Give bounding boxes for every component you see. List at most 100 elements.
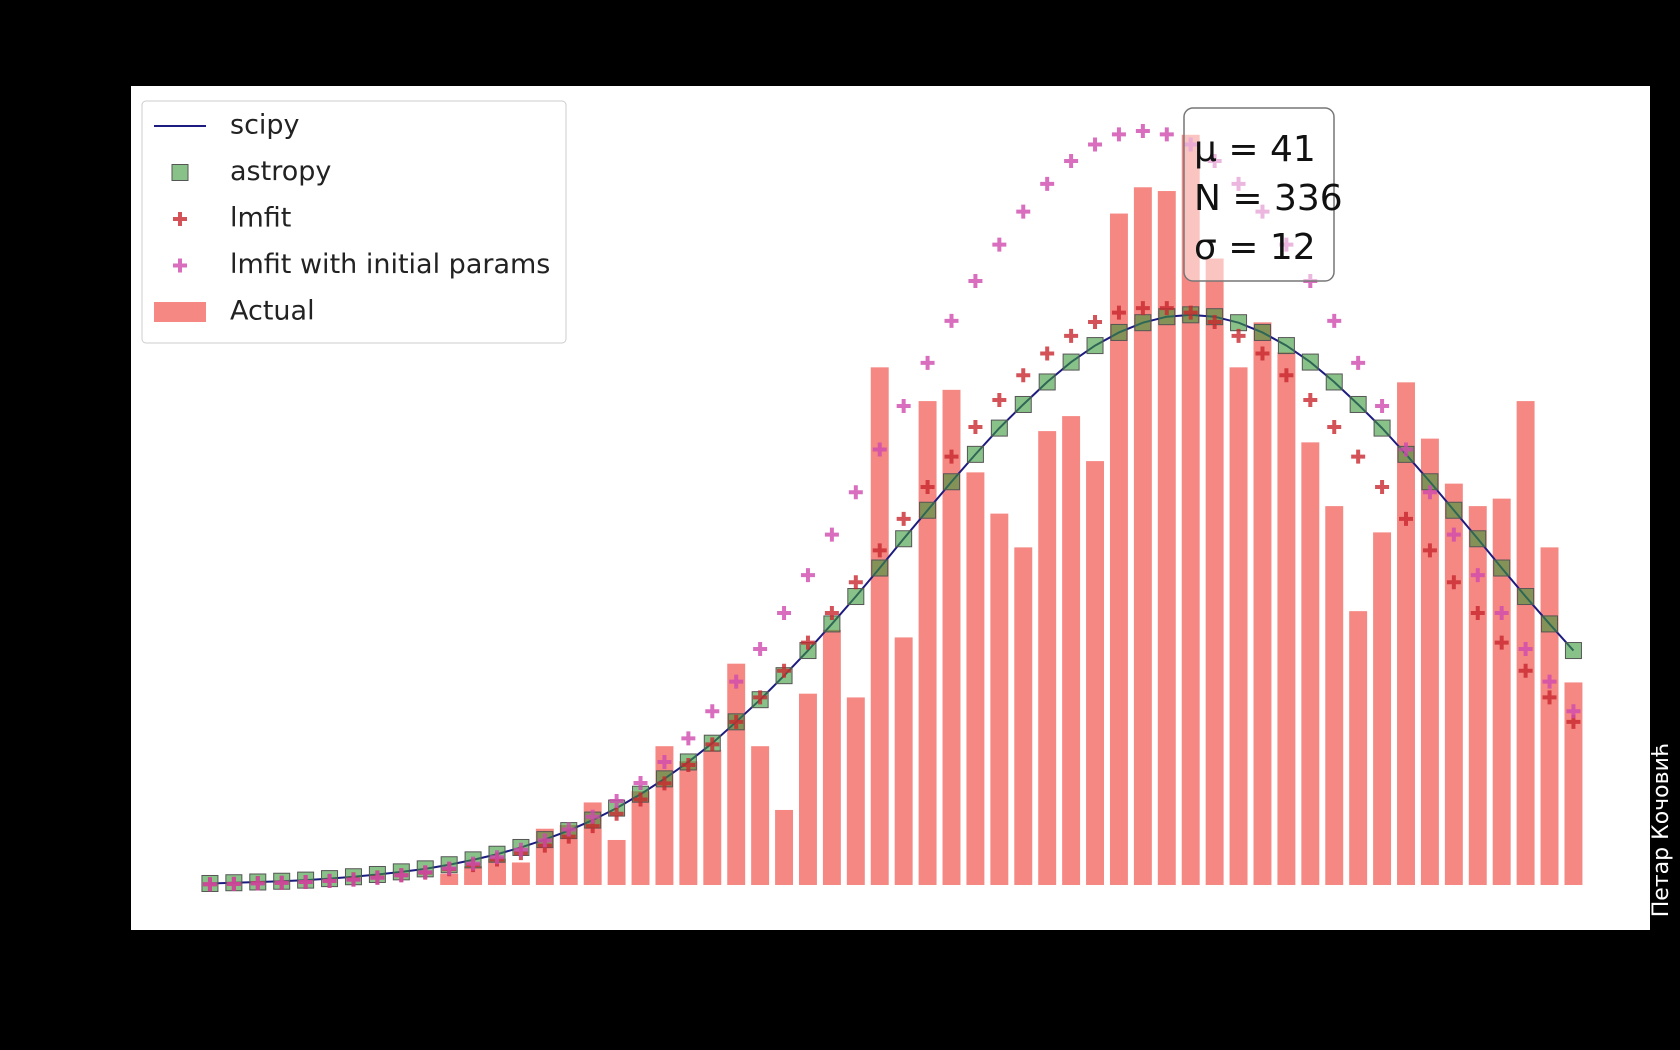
- plus-marker: [1375, 479, 1390, 494]
- square-marker: [1038, 373, 1056, 391]
- bar: [870, 367, 889, 885]
- bar: [607, 839, 626, 885]
- plus-marker: [1040, 176, 1055, 191]
- annotation-text: μ = 41: [1194, 129, 1316, 170]
- bar: [1301, 442, 1320, 885]
- plus-marker: [1327, 419, 1342, 434]
- square-marker: [919, 501, 937, 519]
- plus-marker: [633, 775, 648, 790]
- square-marker: [990, 419, 1008, 437]
- plus-marker: [1016, 204, 1031, 219]
- bar: [1038, 431, 1057, 885]
- plus-marker: [633, 792, 648, 807]
- bar: [1157, 191, 1176, 885]
- bar: [1109, 213, 1128, 885]
- bar: [1253, 322, 1272, 885]
- plus-marker: [848, 485, 863, 500]
- square-marker: [895, 530, 913, 548]
- plus-marker: [346, 872, 361, 887]
- annotation: μ = 41 N = 336 σ = 12: [1183, 107, 1343, 282]
- plus-marker: [298, 874, 313, 889]
- square-marker: [1325, 373, 1343, 391]
- plus-marker: [777, 663, 792, 678]
- plus-marker: [1494, 635, 1509, 650]
- legend-swatch: [173, 212, 187, 226]
- plus-marker: [1422, 543, 1437, 558]
- plus-marker: [1040, 346, 1055, 361]
- square-marker: [1349, 395, 1367, 413]
- plus-marker: [777, 606, 792, 621]
- plus-marker: [1542, 690, 1557, 705]
- square-marker: [1062, 353, 1080, 371]
- plus-marker: [1446, 575, 1461, 590]
- bar: [846, 697, 865, 885]
- plus-marker: [1494, 606, 1509, 621]
- square-marker: [1373, 419, 1391, 437]
- bar: [1205, 258, 1224, 885]
- square-marker: [1014, 395, 1032, 413]
- bar: [1062, 416, 1081, 885]
- bar: [727, 663, 746, 885]
- plus-marker: [800, 635, 815, 650]
- legend: scipy astropy lmfit lmfit with initial para…: [141, 100, 567, 344]
- bar: [822, 629, 841, 885]
- legend-swatch: [154, 302, 206, 322]
- legend-swatch: [173, 258, 187, 273]
- bar: [703, 749, 722, 885]
- bar: [440, 873, 459, 885]
- square-marker: [942, 473, 960, 491]
- bar: [488, 858, 506, 885]
- bar: [1086, 461, 1104, 885]
- plus-marker: [992, 392, 1007, 407]
- plus-marker: [1064, 154, 1079, 169]
- plus-marker: [226, 876, 241, 891]
- plus-marker: [681, 757, 696, 772]
- plus-marker: [1303, 392, 1318, 407]
- bar: [918, 401, 937, 885]
- square-marker: [1230, 314, 1248, 332]
- plus-marker: [1279, 368, 1294, 383]
- bar: [1325, 506, 1344, 885]
- square-marker: [1301, 353, 1319, 371]
- annotation-text: σ = 12: [1194, 227, 1316, 268]
- annotation-text: N = 336: [1194, 178, 1343, 219]
- plus-marker: [1159, 127, 1174, 142]
- plus-marker: [1231, 328, 1246, 343]
- plus-marker: [418, 865, 433, 880]
- square-marker: [966, 445, 984, 463]
- bar: [1564, 682, 1583, 885]
- bar: [1540, 547, 1559, 885]
- plus-marker: [920, 355, 935, 370]
- plus-marker: [1064, 328, 1079, 343]
- bar: [751, 746, 770, 885]
- square-marker: [1564, 642, 1582, 660]
- plus-marker: [753, 690, 768, 705]
- plus-marker: [1470, 606, 1485, 621]
- bar: [1277, 352, 1296, 885]
- bar: [1468, 506, 1487, 885]
- plus-marker: [1399, 442, 1413, 457]
- plus-marker: [537, 833, 552, 848]
- plus-marker: [561, 822, 576, 837]
- plus-marker: [1135, 124, 1150, 139]
- plus-marker: [1422, 485, 1437, 500]
- plus-marker: [370, 870, 385, 885]
- plus-marker: [848, 575, 863, 590]
- bar: [679, 761, 698, 885]
- plus-marker: [202, 877, 217, 892]
- plus-marker: [705, 737, 720, 752]
- legend-label: lmfit: [230, 203, 291, 234]
- plus-marker: [657, 754, 672, 769]
- marks: [201, 124, 1583, 892]
- square-marker: [1445, 501, 1463, 519]
- plus-marker: [872, 442, 887, 457]
- plus-marker: [896, 398, 911, 413]
- plus-marker: [1327, 313, 1342, 328]
- plus-marker: [968, 419, 983, 434]
- plus-marker: [1135, 301, 1150, 316]
- plus-marker: [1159, 301, 1174, 316]
- watermark: Петар Кочовић: [1649, 743, 1674, 917]
- plus-marker: [489, 850, 504, 865]
- plus-marker: [824, 606, 839, 621]
